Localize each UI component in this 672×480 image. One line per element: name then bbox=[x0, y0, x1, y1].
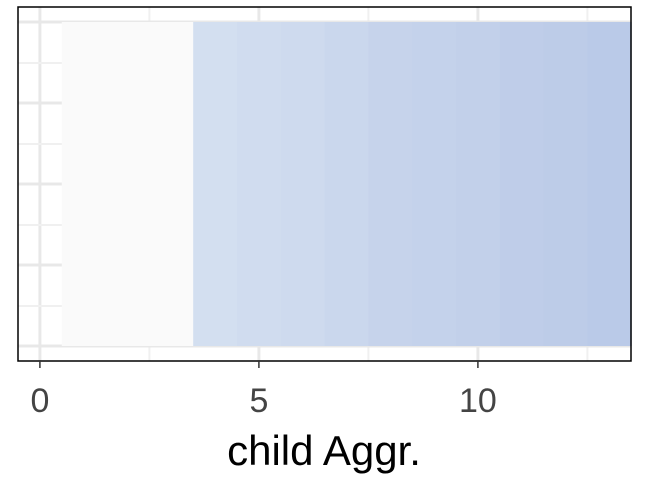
heatmap-cell bbox=[237, 22, 282, 346]
heatmap-cell bbox=[368, 22, 413, 346]
heatmap-cell bbox=[105, 22, 150, 346]
heatmap-cell bbox=[149, 22, 194, 346]
heatmap-cell bbox=[61, 22, 107, 346]
panel-border bbox=[17, 6, 632, 362]
heatmap-cell bbox=[456, 22, 501, 346]
heatmap-cell bbox=[324, 22, 369, 346]
heatmap-cell bbox=[412, 22, 457, 346]
x-tick-label: 0 bbox=[30, 382, 49, 420]
heatmap-cell bbox=[193, 22, 238, 346]
x-tick-label: 5 bbox=[249, 382, 268, 420]
x-tick-label: 10 bbox=[459, 382, 497, 420]
heatmap-cell bbox=[587, 22, 632, 346]
heatmap-cell bbox=[499, 22, 545, 346]
x-axis: 0 5 10 bbox=[30, 361, 497, 420]
heatmap-cells bbox=[61, 22, 632, 346]
x-axis-title: child Aggr. bbox=[227, 427, 421, 474]
heatmap-cell bbox=[543, 22, 588, 346]
heatmap-cell bbox=[280, 22, 326, 346]
